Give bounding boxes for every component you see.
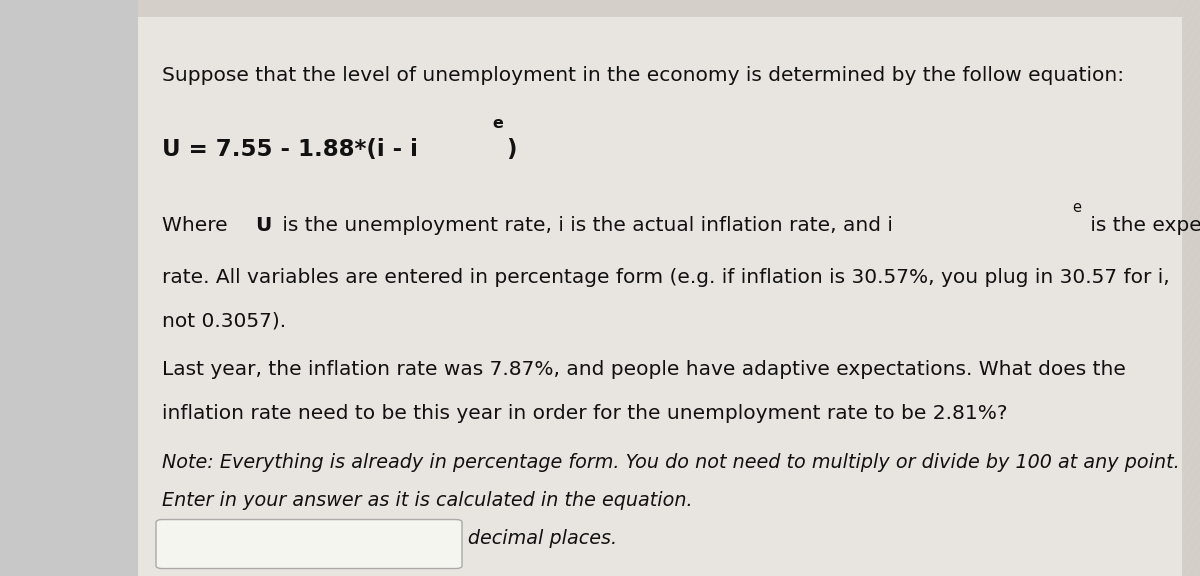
Text: Round your final answer to two decimal places.: Round your final answer to two decimal p…	[162, 529, 617, 548]
Text: inflation rate need to be this year in order for the unemployment rate to be 2.8: inflation rate need to be this year in o…	[162, 404, 1008, 423]
Text: U: U	[254, 216, 271, 235]
Text: ): )	[506, 138, 517, 161]
Bar	[0, 0, 138, 576]
FancyBboxPatch shape	[156, 520, 462, 569]
Text: e: e	[1072, 200, 1081, 215]
FancyBboxPatch shape	[138, 17, 1182, 576]
Text: Last year, the inflation rate was 7.87%, and people have adaptive expectations. : Last year, the inflation rate was 7.87%,…	[162, 360, 1126, 379]
Text: rate. All variables are entered in percentage form (e.g. if inflation is 30.57%,: rate. All variables are entered in perce…	[162, 268, 1170, 287]
Text: Note: Everything is already in percentage form. You do not need to multiply or d: Note: Everything is already in percentag…	[162, 453, 1180, 472]
Text: Suppose that the level of unemployment in the economy is determined by the follo: Suppose that the level of unemployment i…	[162, 66, 1124, 85]
Text: is the unemployment rate, i is the actual inflation rate, and i: is the unemployment rate, i is the actua…	[276, 216, 893, 235]
FancyBboxPatch shape	[1182, 0, 1200, 576]
Text: Where: Where	[162, 216, 234, 235]
Text: is the expected inflation: is the expected inflation	[1084, 216, 1200, 235]
Text: not 0.3057).: not 0.3057).	[162, 311, 286, 330]
Text: Enter in your answer as it is calculated in the equation.: Enter in your answer as it is calculated…	[162, 491, 692, 510]
Text: U = 7.55 - 1.88*(i - i: U = 7.55 - 1.88*(i - i	[162, 138, 418, 161]
Text: e: e	[492, 116, 503, 131]
